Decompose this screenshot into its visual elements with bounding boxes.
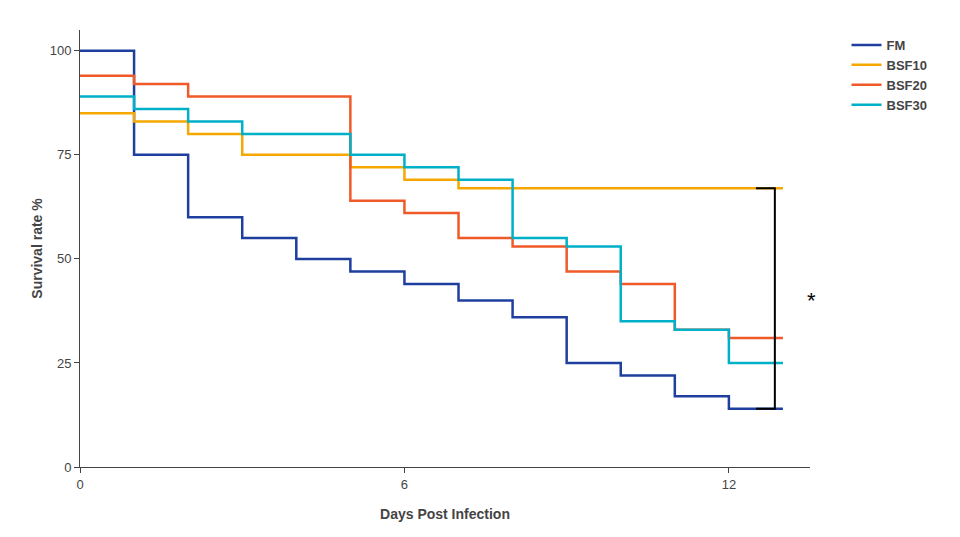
- svg-text:FM: FM: [887, 38, 906, 53]
- svg-text:BSF30: BSF30: [887, 98, 927, 113]
- svg-text:100: 100: [50, 43, 72, 58]
- svg-text:Survival rate %: Survival rate %: [29, 198, 45, 299]
- svg-text:*: *: [807, 288, 816, 313]
- svg-text:Days Post Infection: Days Post Infection: [380, 506, 510, 522]
- svg-text:BSF20: BSF20: [887, 78, 927, 93]
- svg-text:25: 25: [57, 356, 71, 371]
- svg-text:6: 6: [401, 477, 408, 492]
- svg-text:BSF10: BSF10: [887, 58, 927, 73]
- svg-text:0: 0: [64, 460, 71, 475]
- svg-text:0: 0: [76, 477, 83, 492]
- svg-text:12: 12: [722, 477, 736, 492]
- svg-text:75: 75: [57, 147, 71, 162]
- svg-text:50: 50: [57, 251, 71, 266]
